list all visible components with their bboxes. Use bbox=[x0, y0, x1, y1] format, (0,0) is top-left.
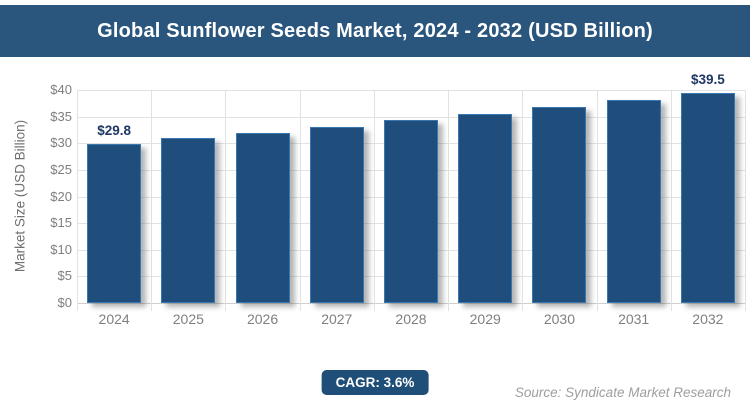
chart-title-banner: Global Sunflower Seeds Market, 2024 - 20… bbox=[0, 5, 750, 57]
x-tick-label: 2030 bbox=[543, 311, 576, 327]
bar-value-label: $39.5 bbox=[690, 71, 725, 87]
y-gridline bbox=[77, 90, 745, 91]
x-tick-label: 2028 bbox=[395, 311, 427, 327]
bar-value-label: $29.8 bbox=[97, 123, 131, 139]
bar-2028 bbox=[384, 120, 438, 303]
category-gridline bbox=[448, 90, 450, 311]
bar-2030 bbox=[532, 107, 587, 303]
y-tick-label: $0 bbox=[57, 295, 72, 310]
y-tick-label: $35 bbox=[50, 108, 72, 124]
x-tick-label: 2027 bbox=[321, 311, 353, 327]
y-tick-label: $15 bbox=[50, 215, 72, 231]
x-tick-label: 2032 bbox=[692, 311, 724, 327]
category-gridline bbox=[77, 90, 78, 311]
category-gridline bbox=[225, 90, 227, 311]
category-gridline bbox=[373, 90, 375, 311]
x-tick-label: 2025 bbox=[172, 311, 204, 327]
bar-2031 bbox=[606, 100, 661, 303]
x-tick-label: 2031 bbox=[618, 311, 650, 327]
x-tick-label: 2029 bbox=[469, 311, 501, 327]
bar-2024 bbox=[87, 144, 142, 303]
category-gridline bbox=[299, 90, 301, 311]
chart-title: Global Sunflower Seeds Market, 2024 - 20… bbox=[97, 19, 653, 42]
y-tick-label: $10 bbox=[50, 241, 72, 257]
bar-2029 bbox=[458, 113, 513, 303]
y-gridline bbox=[77, 116, 745, 118]
y-tick-label: $5 bbox=[57, 268, 72, 284]
bar-2025 bbox=[161, 138, 216, 303]
bar-2032 bbox=[680, 92, 735, 303]
cagr-badge: CAGR: 3.6% bbox=[321, 370, 429, 395]
category-gridline bbox=[745, 90, 746, 311]
category-gridline bbox=[596, 90, 598, 311]
y-tick-label: $20 bbox=[50, 188, 72, 204]
category-gridline bbox=[670, 90, 672, 311]
y-tick-label: $25 bbox=[50, 161, 72, 177]
y-gridline bbox=[77, 303, 745, 304]
bar-2027 bbox=[309, 126, 364, 303]
y-tick-label: $30 bbox=[50, 135, 72, 151]
y-tick-label: $40 bbox=[50, 82, 72, 97]
bar-2026 bbox=[235, 132, 290, 303]
x-tick-label: 2026 bbox=[246, 311, 279, 327]
category-gridline bbox=[151, 90, 153, 311]
category-gridline bbox=[522, 90, 524, 311]
x-tick-label: 2024 bbox=[98, 311, 130, 327]
source-credit: Source: Syndicate Market Research bbox=[514, 385, 731, 400]
